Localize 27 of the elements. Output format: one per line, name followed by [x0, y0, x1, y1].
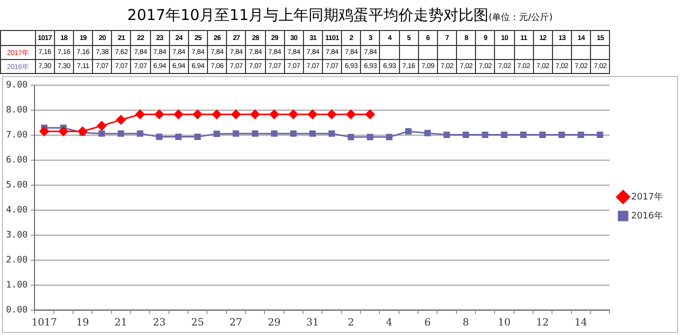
- y-tick-label: 3.00: [6, 230, 28, 240]
- y-tick-label: 7.00: [6, 130, 28, 141]
- category-label: 19: [76, 318, 89, 329]
- chart-subtitle: (单位：元/公斤): [488, 13, 553, 23]
- legend-label: 2017年: [631, 191, 663, 202]
- category-label: 10: [498, 318, 511, 329]
- y-tick-label: 5.00: [6, 180, 28, 191]
- y-tick-label: 9.00: [6, 80, 28, 91]
- category-label: 29: [268, 318, 281, 329]
- y-tick-label: 0.00: [6, 305, 28, 316]
- category-label: 6: [424, 318, 431, 329]
- y-tick-label: 8.00: [6, 106, 28, 116]
- category-label: 25: [191, 318, 204, 329]
- y-tick-label: 4.00: [6, 206, 28, 216]
- legend-label: 2016年: [631, 210, 663, 222]
- y-tick-label: 1.00: [6, 280, 28, 290]
- category-label: 21: [114, 318, 128, 329]
- category-label: 8: [462, 318, 470, 329]
- y-tick-label: 2.00: [6, 255, 28, 266]
- chart-title: 2017年10月至11月与上年同期鸡蛋平均价走势对比图: [127, 6, 489, 24]
- category-label: 31: [306, 318, 319, 329]
- category-label: 1017: [32, 318, 57, 329]
- category-label: 27: [230, 318, 242, 329]
- y-tick-label: 6.00: [6, 156, 28, 166]
- category-label: 23: [152, 318, 166, 329]
- category-label: 14: [574, 318, 588, 329]
- category-label: 12: [536, 318, 549, 329]
